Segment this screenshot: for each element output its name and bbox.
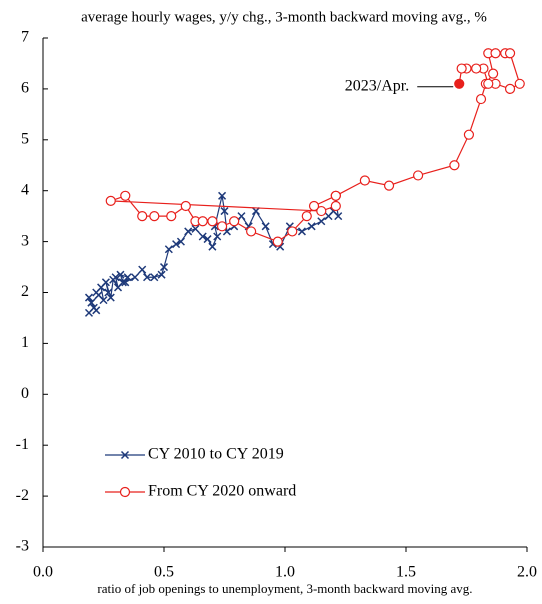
point <box>121 278 130 287</box>
point <box>164 245 173 254</box>
y-tick-label: -1 <box>16 436 29 453</box>
y-tick-label: 3 <box>21 232 29 249</box>
point <box>246 226 257 237</box>
legend-label: From CY 2020 onward <box>148 483 296 500</box>
point <box>504 48 516 59</box>
point <box>316 205 327 217</box>
point <box>116 270 125 279</box>
point <box>92 306 101 315</box>
point <box>172 240 181 249</box>
legend-label: CY 2010 to CY 2019 <box>148 446 284 463</box>
point <box>463 129 475 140</box>
point <box>87 298 96 307</box>
y-tick-label: 6 <box>21 80 29 97</box>
legend-marker <box>119 486 131 498</box>
point <box>454 78 465 89</box>
point <box>159 263 169 272</box>
y-tick-label: 5 <box>21 130 29 147</box>
point <box>383 180 395 191</box>
point <box>149 211 160 222</box>
legend-marker <box>120 450 130 460</box>
point <box>317 217 326 226</box>
annotation: 2023/Apr. <box>345 77 409 94</box>
point <box>106 293 115 302</box>
point <box>197 216 208 227</box>
y-tick-label: -3 <box>16 538 29 555</box>
point <box>413 170 424 181</box>
point <box>105 195 116 206</box>
point <box>334 212 343 221</box>
point <box>330 200 341 212</box>
point <box>237 212 246 221</box>
point <box>218 191 227 200</box>
point <box>483 78 494 89</box>
point <box>130 273 139 282</box>
point <box>272 236 283 247</box>
x-tick-label: 0.5 <box>154 564 174 581</box>
point <box>504 83 516 95</box>
point <box>471 63 482 74</box>
point <box>330 190 341 201</box>
point <box>150 273 159 282</box>
point <box>176 237 185 246</box>
point <box>208 242 217 251</box>
y-tick-label: 0 <box>21 385 29 402</box>
y-tick-label: 1 <box>21 334 29 351</box>
point <box>191 224 200 233</box>
point <box>213 232 222 241</box>
point <box>207 216 218 227</box>
series-line <box>88 195 340 314</box>
point <box>456 63 467 74</box>
point <box>157 270 166 279</box>
point <box>449 160 460 171</box>
point <box>308 200 320 212</box>
point <box>488 68 499 79</box>
point <box>359 175 370 186</box>
point <box>143 273 152 282</box>
point <box>166 211 177 222</box>
point <box>490 48 501 59</box>
point <box>203 235 212 244</box>
x-tick-label: 2.0 <box>517 564 537 581</box>
point <box>261 222 270 231</box>
point <box>120 190 131 201</box>
point <box>84 293 94 302</box>
point <box>307 222 316 231</box>
point <box>198 232 207 241</box>
point <box>514 78 525 89</box>
point <box>104 288 113 297</box>
y-tick-label: -2 <box>16 487 29 504</box>
point <box>216 221 228 232</box>
x-tick-label: 0.0 <box>33 564 53 581</box>
point <box>138 265 147 274</box>
point <box>111 273 120 282</box>
y-tick-label: 4 <box>21 181 29 198</box>
y-tick-label: 2 <box>21 283 29 300</box>
point <box>301 211 312 222</box>
x-tick-label: 1.5 <box>396 564 416 581</box>
point <box>229 216 240 227</box>
x-axis-label: ratio of job openings to unemployment, 3… <box>97 581 472 596</box>
point <box>184 227 193 236</box>
x-tick-label: 1.0 <box>275 564 295 581</box>
y-tick-label: 7 <box>21 29 29 46</box>
point <box>220 207 229 216</box>
point <box>297 227 306 236</box>
point <box>99 296 108 305</box>
point <box>475 93 487 105</box>
point <box>137 211 148 222</box>
point <box>123 273 132 282</box>
point <box>287 226 298 237</box>
point <box>251 207 260 216</box>
point <box>180 200 191 212</box>
chart-title: average hourly wages, y/y chg., 3-month … <box>81 9 487 25</box>
point <box>101 278 110 287</box>
